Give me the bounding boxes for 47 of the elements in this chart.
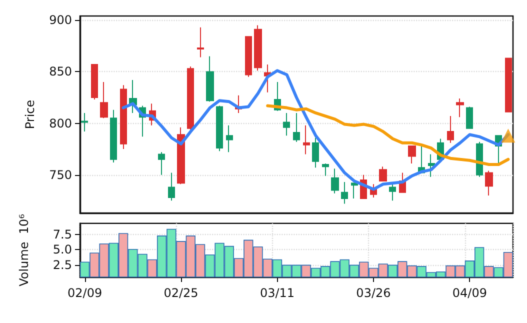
candlestick [100, 82, 108, 119]
candlestick [389, 182, 396, 202]
candlestick [408, 145, 416, 164]
y-axis-title: Volume 10⁶ [17, 214, 31, 286]
candlestick [168, 172, 175, 202]
y-tick-label: 5.0 [52, 242, 72, 257]
candlestick [91, 64, 98, 100]
x-tick-label: 03/26 [356, 286, 391, 300]
candlestick [283, 112, 290, 136]
y-tick-label: 2.5 [52, 258, 72, 272]
candlestick [81, 112, 88, 132]
candlestick [110, 109, 117, 163]
candlestick [303, 124, 310, 155]
y-tick-label: 900 [49, 13, 72, 28]
candlestick [505, 58, 512, 112]
candlestick [322, 162, 329, 176]
candlestick [293, 112, 300, 142]
candlestick [341, 182, 348, 204]
candlestick [206, 56, 214, 102]
y-axis-title: Price [23, 100, 37, 130]
x-tick-label: 04/09 [452, 286, 487, 300]
y-tick-label: 750 [49, 168, 72, 182]
y-tick-label: 7.5 [52, 227, 72, 242]
x-tick-label: 03/11 [260, 286, 295, 300]
y-tick-label: 850 [49, 64, 72, 79]
candlestick [158, 152, 165, 176]
x-tick-label: 02/25 [164, 286, 198, 300]
candlestick [456, 98, 464, 118]
candlestick [254, 24, 262, 72]
candlestick [428, 154, 435, 178]
candlestick [331, 168, 339, 194]
candlestick [466, 106, 473, 129]
candlestick [447, 116, 454, 144]
y-tick-label: 800 [49, 116, 72, 130]
candlestick [177, 126, 185, 185]
candlestick [351, 182, 358, 200]
candlestick [379, 166, 387, 182]
candlestick [120, 84, 127, 150]
candlestick [245, 36, 252, 78]
candlestick [485, 170, 493, 196]
candlestick [312, 137, 319, 168]
candlestick [197, 26, 204, 58]
x-tick-label: 02/09 [68, 286, 102, 300]
line-series [266, 104, 510, 166]
candlestick [187, 66, 194, 130]
candlestick [216, 105, 223, 152]
candlestick [226, 124, 233, 153]
